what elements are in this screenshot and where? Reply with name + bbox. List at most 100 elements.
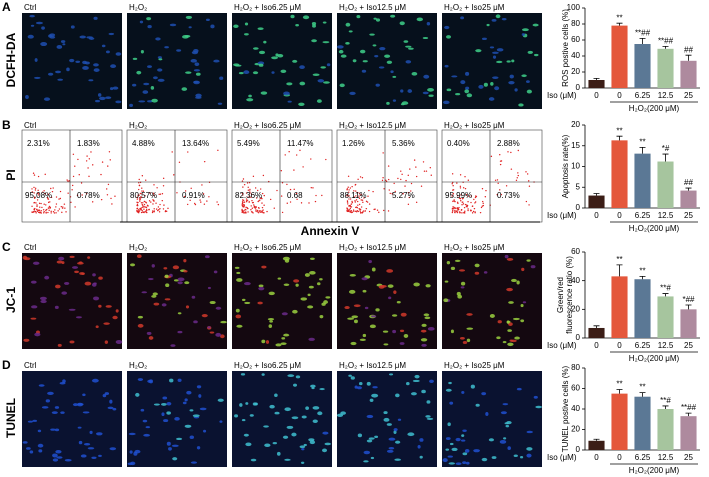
cell (245, 402, 249, 405)
flow-dot (88, 175, 90, 178)
flow-dot (152, 199, 154, 201)
flow-dot (474, 196, 477, 199)
bar (657, 296, 674, 338)
cell (132, 57, 138, 60)
cell (310, 257, 315, 260)
cell (286, 425, 294, 429)
flow-dot (364, 210, 367, 212)
image-caption: H₂O₂ (129, 243, 147, 252)
flow-dot (81, 194, 83, 196)
cell (378, 66, 385, 69)
cell (193, 320, 198, 324)
flow-dot (173, 174, 175, 176)
cell (217, 398, 224, 402)
cell (372, 386, 378, 389)
flow-dot (245, 206, 247, 209)
flow-dot (470, 201, 472, 204)
cell (455, 462, 462, 466)
cell (80, 454, 87, 458)
cell (422, 36, 429, 40)
cell (168, 447, 172, 451)
cell (105, 50, 110, 54)
cell (503, 437, 507, 440)
flow-dot (404, 185, 406, 187)
cell (277, 54, 284, 58)
flow-dot (459, 197, 461, 200)
flow-dot (247, 207, 249, 210)
flow-dot (451, 195, 453, 197)
flow-dot (346, 210, 348, 212)
y-tick-label: 5 (576, 182, 581, 191)
flow-dot (467, 179, 470, 181)
cell (465, 461, 470, 465)
cell (195, 93, 202, 98)
flow-dot (245, 200, 248, 203)
flow-dot (368, 203, 371, 205)
cell (153, 403, 160, 406)
cell (366, 414, 374, 419)
cell (30, 280, 37, 284)
cell (271, 56, 279, 60)
flow-dot (140, 209, 143, 211)
cell (514, 336, 520, 340)
cell (514, 88, 518, 92)
cell (283, 333, 290, 337)
x-tick-label: 0 (594, 341, 599, 350)
flow-dot (52, 211, 55, 213)
cell (185, 305, 190, 309)
flow-dot (387, 178, 390, 181)
cell (366, 439, 373, 443)
flow-dot (354, 210, 357, 213)
cell (268, 291, 275, 296)
cell (234, 414, 239, 418)
cell (400, 312, 407, 317)
cell (399, 329, 405, 333)
cell (89, 430, 93, 435)
flow-dot (293, 188, 295, 191)
flow-dot (281, 211, 284, 214)
flow-dot (276, 189, 278, 192)
flow-dot (348, 189, 350, 191)
flow-dot (255, 209, 257, 211)
cell (193, 80, 199, 84)
flow-dot (163, 204, 165, 206)
flow-dot (143, 206, 145, 208)
flow-dot (100, 173, 102, 176)
cell (508, 301, 514, 304)
x-tick-label: 0 (617, 211, 622, 220)
cell (491, 19, 497, 22)
flow-dot (201, 184, 203, 186)
cell (369, 33, 375, 36)
error-bar (662, 46, 669, 49)
cell (184, 281, 190, 285)
cell (109, 399, 113, 404)
cell (274, 411, 280, 415)
flow-dot (474, 211, 476, 213)
cell (240, 373, 246, 376)
cell (137, 315, 143, 319)
cell (361, 69, 367, 73)
bar (657, 161, 674, 208)
cell (83, 443, 91, 446)
y-axis-label: TUNEL postive cells (%) (561, 365, 570, 452)
cell (526, 259, 531, 262)
flow-dot (452, 189, 454, 191)
cell (193, 69, 200, 72)
cell (34, 76, 41, 79)
cell (420, 329, 427, 333)
flow-dot (39, 211, 42, 214)
cell (220, 320, 227, 324)
cell (92, 273, 96, 277)
flow-dot (451, 207, 454, 210)
flow-dot (55, 206, 57, 208)
cell (215, 332, 222, 337)
flow-dot (355, 190, 357, 192)
cell (410, 392, 417, 396)
cell (345, 22, 351, 27)
flow-dot (37, 175, 40, 178)
image-caption: H₂O₂ + Iso12.5 μM (339, 3, 406, 12)
flow-dot (242, 212, 245, 214)
cell (40, 42, 48, 47)
flow-dot (295, 192, 298, 195)
flow-dot (347, 175, 350, 177)
